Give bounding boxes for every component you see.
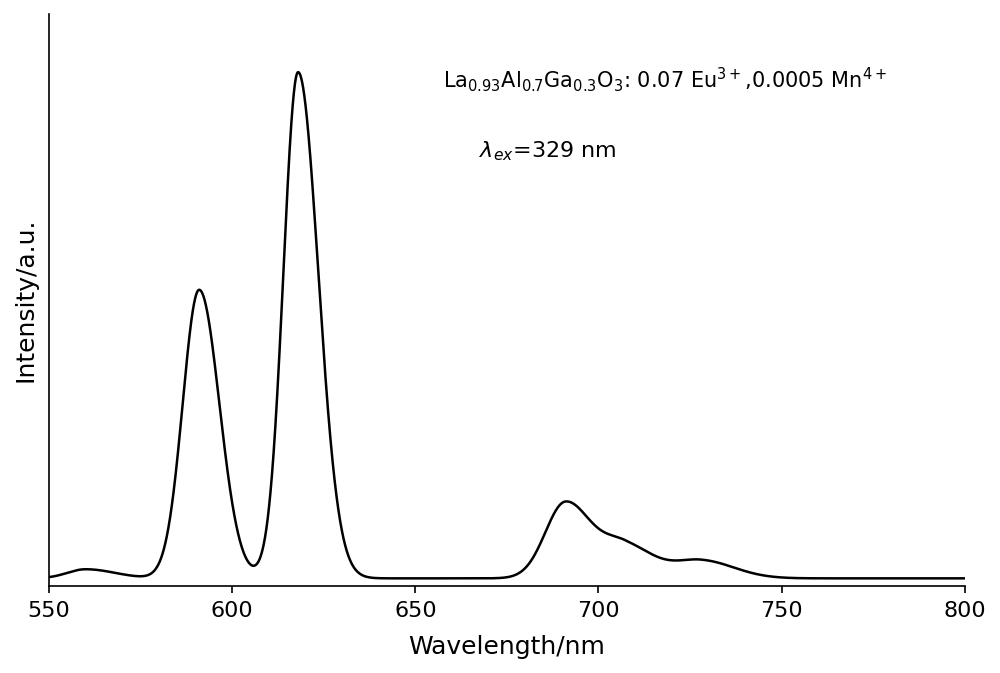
X-axis label: Wavelength/nm: Wavelength/nm xyxy=(408,635,605,659)
Y-axis label: Intensity/a.u.: Intensity/a.u. xyxy=(14,217,38,382)
Text: La$_{0.93}$Al$_{0.7}$Ga$_{0.3}$O$_3$: 0.07 Eu$^{3+}$,0.0005 Mn$^{4+}$: La$_{0.93}$Al$_{0.7}$Ga$_{0.3}$O$_3$: 0.… xyxy=(443,65,887,94)
Text: $\lambda_{ex}$=329 nm: $\lambda_{ex}$=329 nm xyxy=(479,140,617,164)
